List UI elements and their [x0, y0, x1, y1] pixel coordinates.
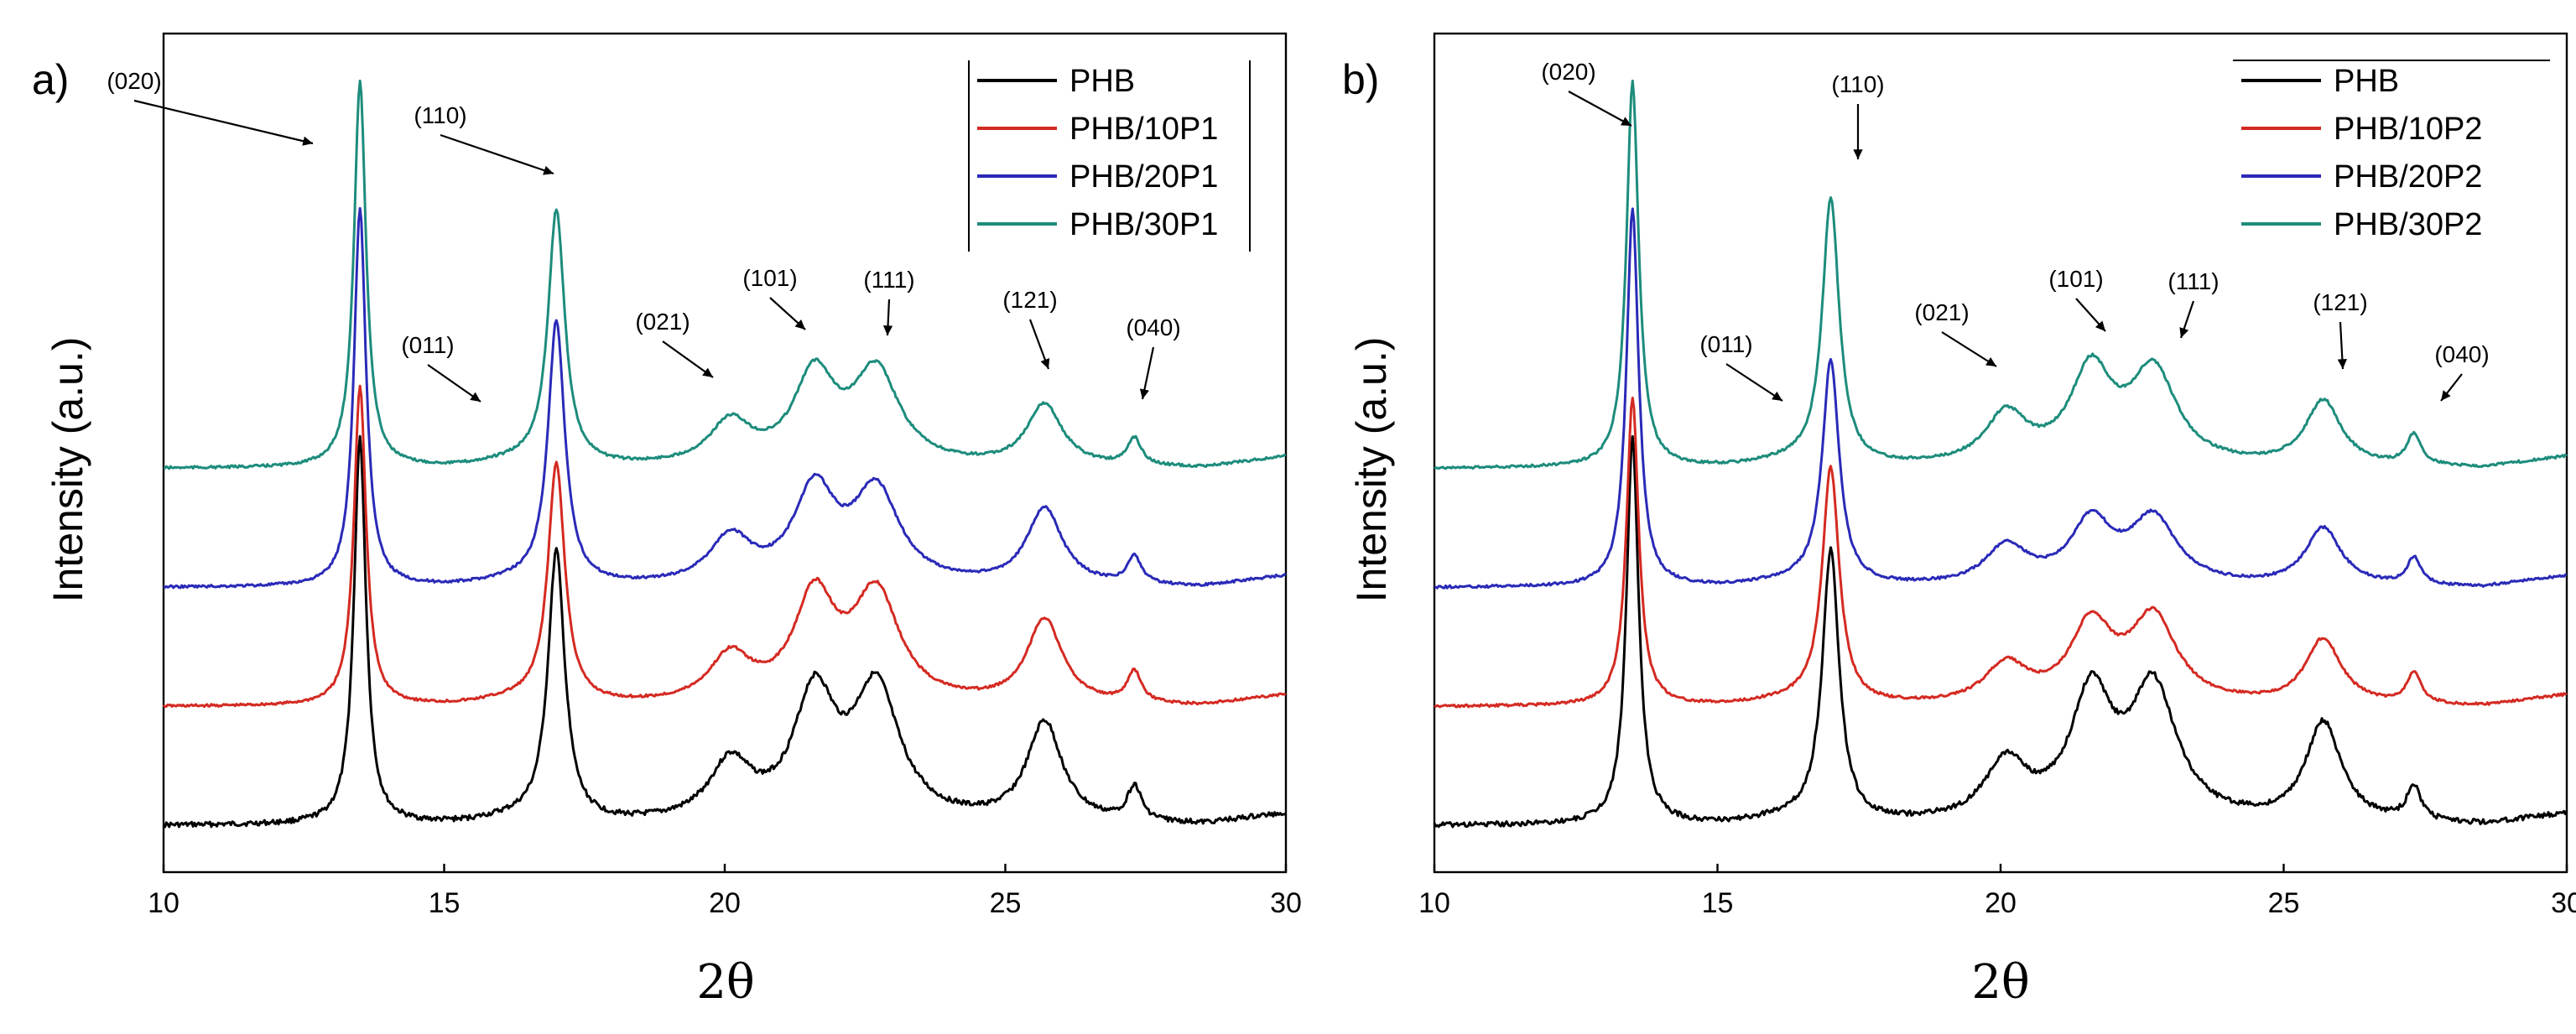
peak-label-021: (021) [1914, 299, 1969, 325]
peak-label-020: (020) [107, 68, 161, 94]
legend-label-phb-20p1: PHB/20P1 [1069, 159, 1218, 195]
x-tick-label-15: 15 [1702, 887, 1734, 919]
x-tick-label-25: 25 [990, 887, 1022, 919]
panel-b-x-axis-label: 2θ [1971, 955, 2029, 1010]
x-tick-label-15: 15 [429, 887, 461, 919]
x-tick-label-30: 30 [1270, 887, 1302, 919]
trace-phb-10p2 [1434, 396, 2568, 709]
peak-arrowhead-110 [543, 165, 554, 175]
peak-arrowhead-011 [1772, 391, 1782, 401]
peak-label-011: (011) [401, 332, 454, 358]
peak-arrow-011 [427, 364, 481, 403]
peak-arrowhead-021 [702, 367, 713, 377]
legend-label-phb: PHB [2334, 64, 2399, 99]
peak-label-040: (040) [2434, 341, 2489, 367]
legend-label-phb-20p2: PHB/20P2 [2334, 159, 2482, 195]
panel-a-x-axis-label: 2θ [696, 955, 754, 1010]
peak-label-021: (021) [635, 309, 690, 335]
peak-arrowhead-011 [470, 392, 481, 402]
peak-label-101: (101) [742, 265, 797, 291]
peak-arrowhead-021 [1985, 356, 1996, 366]
peak-arrowhead-101 [2095, 320, 2105, 331]
panel-b-label: b) [1342, 56, 1379, 103]
peak-arrowhead-121 [2337, 359, 2348, 369]
legend-label-phb-30p1: PHB/30P1 [1069, 207, 1218, 242]
x-tick-label-20: 20 [709, 887, 741, 919]
panel-a-x-ticks: 10 15 20 25 30 [148, 864, 1302, 919]
peak-arrow-020 [133, 99, 314, 145]
peak-arrowhead-040 [2441, 390, 2451, 401]
peak-arrowhead-040 [1139, 388, 1149, 399]
panel-b-legend: PHB PHB/10P2 PHB/20P2 PHB/30P2 [2233, 60, 2550, 242]
legend-label-phb-30p2: PHB/30P2 [2334, 207, 2482, 242]
x-tick-label-30: 30 [2551, 887, 2576, 919]
peak-arrow-011 [1725, 363, 1783, 402]
peak-label-111: (111) [2167, 268, 2219, 294]
peak-arrowhead-020 [1621, 117, 1631, 126]
panel-b-y-axis-label: Intensity (a.u.) [1348, 337, 1395, 603]
peak-arrow-020 [1568, 91, 1632, 127]
panel-a-y-axis-label: Intensity (a.u.) [44, 337, 91, 603]
legend-label-phb-10p1: PHB/10P1 [1069, 112, 1218, 147]
peak-label-011: (011) [1699, 331, 1752, 357]
trace-phb [163, 434, 1287, 829]
panel-a-peak-annotations: (020) (110) (011) (021) (101) (111) (121) (040) [107, 68, 1181, 403]
panel-b-peak-annotations: (020) (110) (011) (021) (101) (111) (121) (040) [1541, 59, 2490, 402]
panel-b-traces [1433, 79, 2568, 829]
x-tick-label-10: 10 [148, 887, 180, 919]
peak-arrow-021 [662, 340, 714, 378]
panel-b-x-ticks: 10 15 20 25 30 [1418, 864, 2576, 919]
x-tick-label-25: 25 [2268, 887, 2300, 919]
x-tick-label-10: 10 [1418, 887, 1450, 919]
peak-arrowhead-111 [882, 325, 893, 335]
trace-phb-10p1 [162, 384, 1287, 709]
peak-arrow-110 [440, 133, 554, 175]
peak-label-110: (110) [414, 102, 466, 128]
peak-label-121: (121) [2313, 289, 2367, 315]
panel-a-label: a) [32, 56, 69, 103]
peak-arrowhead-020 [302, 136, 313, 146]
peak-label-101: (101) [2048, 266, 2103, 292]
peak-arrowhead-121 [1040, 358, 1050, 369]
peak-label-020: (020) [1541, 59, 1595, 85]
peak-arrowhead-110 [1853, 149, 1863, 159]
trace-phb-20p1 [163, 206, 1287, 590]
trace-phb [1433, 434, 2568, 829]
trace-phb-20p2 [1434, 207, 2568, 590]
legend-label-phb: PHB [1069, 64, 1135, 99]
peak-label-110: (110) [1831, 71, 1884, 97]
peak-label-040: (040) [1126, 314, 1180, 340]
x-tick-label-20: 20 [1985, 887, 2017, 919]
panel-b: b) Intensity (a.u.) 2θ 10 15 20 25 30 (020)(… [1342, 32, 2576, 1010]
peak-label-111: (111) [863, 267, 914, 293]
panel-a-legend: PHB PHB/10P1 PHB/20P1 PHB/30P1 [968, 60, 1251, 252]
panel-a-traces [162, 79, 1287, 829]
peak-arrowhead-101 [794, 319, 805, 330]
legend-label-phb-10p2: PHB/10P2 [2334, 112, 2482, 147]
trace-phb-30p2 [1434, 79, 2568, 470]
trace-phb-30p1 [163, 79, 1287, 470]
peak-label-121: (121) [1002, 287, 1057, 313]
peak-arrow-021 [1941, 331, 1997, 367]
peak-arrowhead-111 [2179, 327, 2189, 338]
panel-a: a) Intensity (a.u.) 2θ 10 15 20 25 30 (020)(… [32, 32, 1302, 1010]
